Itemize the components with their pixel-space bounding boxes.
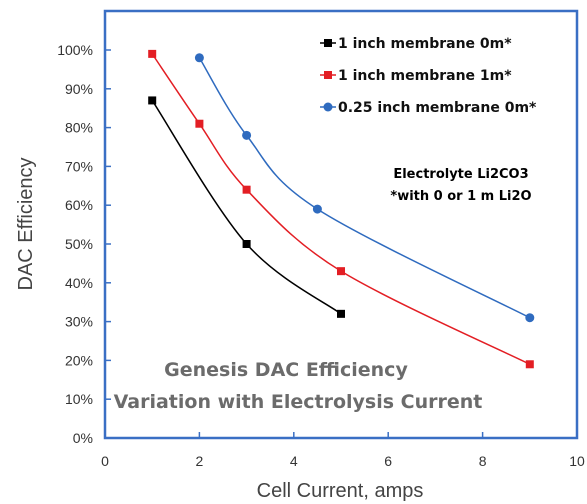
series-2 (148, 49, 534, 369)
y-tick-label: 50% (65, 236, 93, 252)
data-point (337, 309, 345, 318)
data-point (242, 240, 251, 248)
annotation-electrolyte: Electrolyte Li2CO3 (393, 167, 528, 182)
annotation-li2o: *with 0 or 1 m Li2O (390, 189, 531, 204)
data-point (195, 119, 204, 128)
y-tick-label: 0% (73, 430, 93, 446)
data-point (194, 53, 204, 63)
legend: 1 inch membrane 0m* 1 inch membrane 1m* 0.… (320, 36, 537, 116)
legend-label: 1 inch membrane 1m* (338, 68, 512, 84)
data-point (242, 130, 252, 140)
x-tick-label: 4 (290, 453, 298, 469)
series-3 (194, 53, 535, 323)
y-tick-label: 60% (65, 197, 93, 213)
x-tick-label: 10 (569, 453, 585, 469)
data-point (525, 313, 535, 323)
data-point (337, 267, 345, 276)
x-tick-label: 6 (384, 453, 392, 469)
data-point (525, 360, 534, 369)
y-tick-label: 20% (65, 352, 93, 368)
y-axis-ticks: 0% 10% 20% 30% 40% 50% 60% 70% 80% 90% 100% (57, 42, 111, 446)
series-layer (148, 49, 535, 369)
legend-item: 1 inch membrane 0m* (320, 36, 512, 52)
plot-area-frame (103, 9, 579, 440)
legend-label: 0.25 inch membrane 0m* (338, 100, 537, 116)
x-tick-label: 0 (101, 453, 109, 469)
x-tick-label: 8 (479, 453, 487, 469)
y-tick-label: 40% (65, 275, 93, 291)
data-point (148, 96, 157, 105)
data-point (312, 204, 322, 214)
data-point (242, 185, 251, 194)
y-axis-title: DAC Efficiency (15, 157, 37, 290)
y-tick-label: 30% (65, 314, 93, 330)
x-axis-title: Cell Current, amps (257, 480, 424, 502)
x-axis-ticks: 0 2 4 6 8 10 (101, 432, 585, 469)
y-tick-label: 80% (65, 120, 93, 136)
series-line (151, 100, 342, 315)
series-line (151, 53, 531, 365)
data-point (148, 49, 157, 58)
y-tick-label: 100% (57, 42, 93, 58)
legend-marker (323, 102, 333, 112)
legend-item: 1 inch membrane 1m* (320, 68, 512, 84)
legend-marker (324, 39, 332, 47)
legend-label: 1 inch membrane 0m* (338, 36, 512, 52)
series-1 (148, 96, 345, 318)
legend-item: 0.25 inch membrane 0m* (320, 100, 537, 116)
x-tick-label: 2 (196, 453, 204, 469)
annotation-chart-heading-line1: Genesis DAC Efficiency (164, 359, 408, 381)
series-line (198, 57, 531, 319)
annotation-chart-heading-line2: Variation with Electrolysis Current (114, 391, 483, 413)
y-tick-label: 70% (65, 158, 93, 174)
y-tick-label: 10% (65, 391, 93, 407)
legend-marker (324, 71, 332, 79)
y-tick-label: 90% (65, 81, 93, 97)
